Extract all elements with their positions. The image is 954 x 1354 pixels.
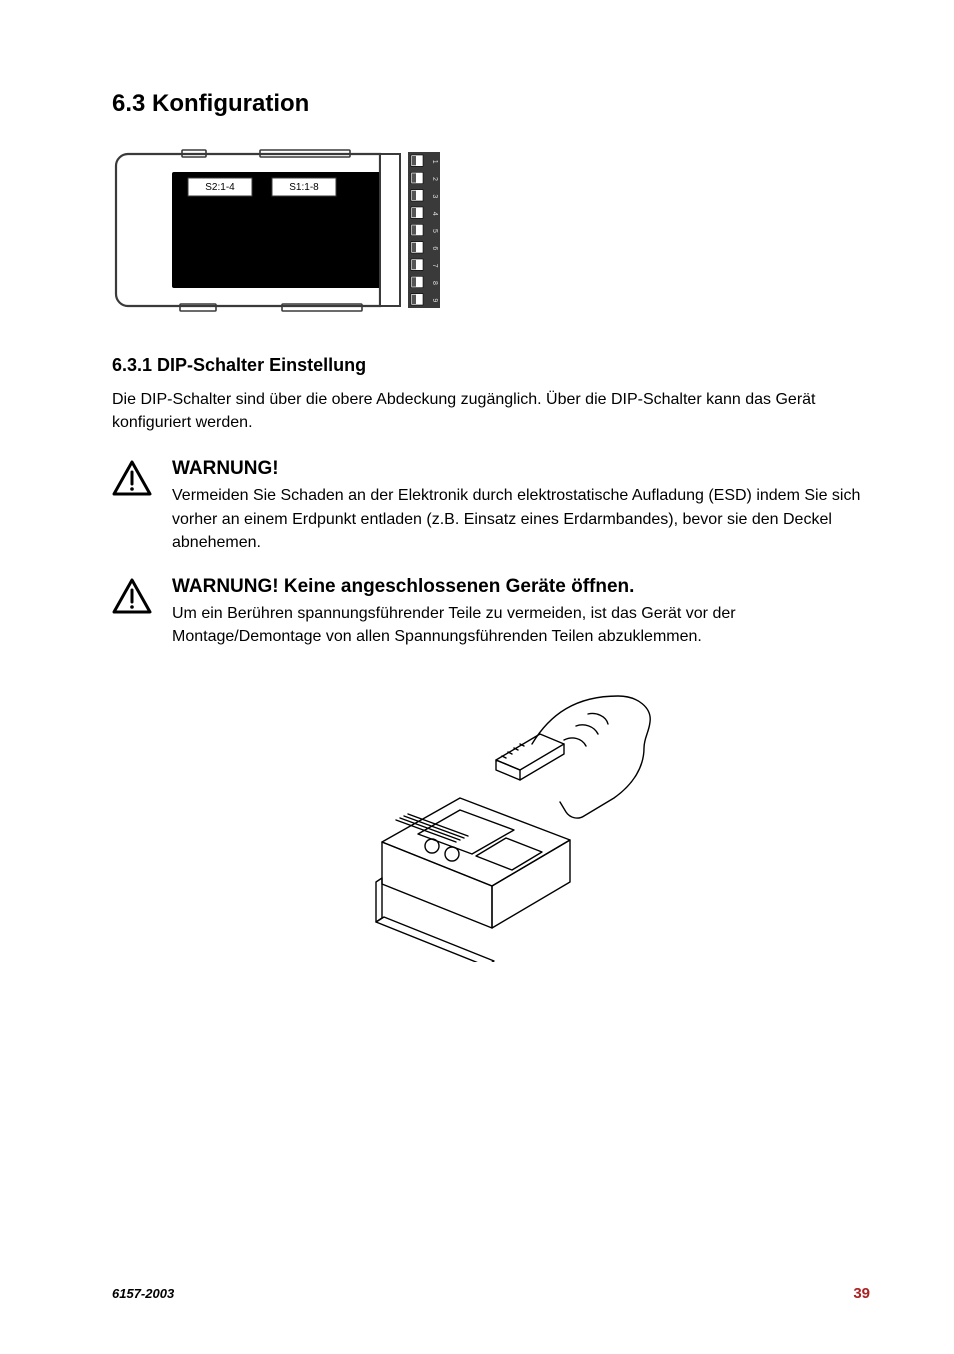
svg-text:S2:1-4: S2:1-4 bbox=[205, 182, 235, 193]
svg-text:2: 2 bbox=[431, 177, 438, 181]
intro-text: Die DIP-Schalter sind über die obere Abd… bbox=[112, 388, 870, 434]
warning-text: Vermeiden Sie Schaden an der Elektronik … bbox=[172, 484, 870, 554]
svg-text:8: 8 bbox=[431, 281, 438, 285]
warning-block-disconnect: WARNUNG! Keine angeschlossenen Geräte öf… bbox=[112, 576, 870, 648]
svg-text:6: 6 bbox=[431, 246, 438, 250]
svg-text:3: 3 bbox=[431, 194, 438, 198]
warning-title: WARNUNG! Keine angeschlossenen Geräte öf… bbox=[172, 576, 870, 598]
svg-text:1: 1 bbox=[431, 160, 438, 164]
warning-icon bbox=[112, 576, 172, 619]
footer-page-number: 39 bbox=[853, 1285, 870, 1302]
svg-text:4: 4 bbox=[431, 212, 438, 216]
page-footer: 6157-2003 39 bbox=[112, 1285, 870, 1302]
warning-block-esd: WARNUNG! Vermeiden Sie Schaden an der El… bbox=[112, 458, 870, 554]
subsection-heading: 6.3.1 DIP-Schalter Einstellung bbox=[112, 355, 870, 376]
svg-text:S1:1-8: S1:1-8 bbox=[289, 182, 319, 193]
section-heading: 6.3 Konfiguration bbox=[112, 90, 870, 118]
warning-text: Um ein Berühren spannungsführender Teile… bbox=[172, 602, 870, 648]
svg-text:7: 7 bbox=[431, 264, 438, 268]
footer-doc-id: 6157-2003 bbox=[112, 1286, 174, 1301]
warning-title: WARNUNG! bbox=[172, 458, 870, 480]
warning-icon bbox=[112, 458, 172, 501]
dip-config-diagram: S2:1-4 S1:1-8 1 2 3 4 5 6 7 8 9 bbox=[112, 146, 870, 319]
hand-module-illustration bbox=[112, 672, 870, 962]
svg-text:9: 9 bbox=[431, 298, 438, 302]
svg-text:5: 5 bbox=[431, 229, 438, 233]
